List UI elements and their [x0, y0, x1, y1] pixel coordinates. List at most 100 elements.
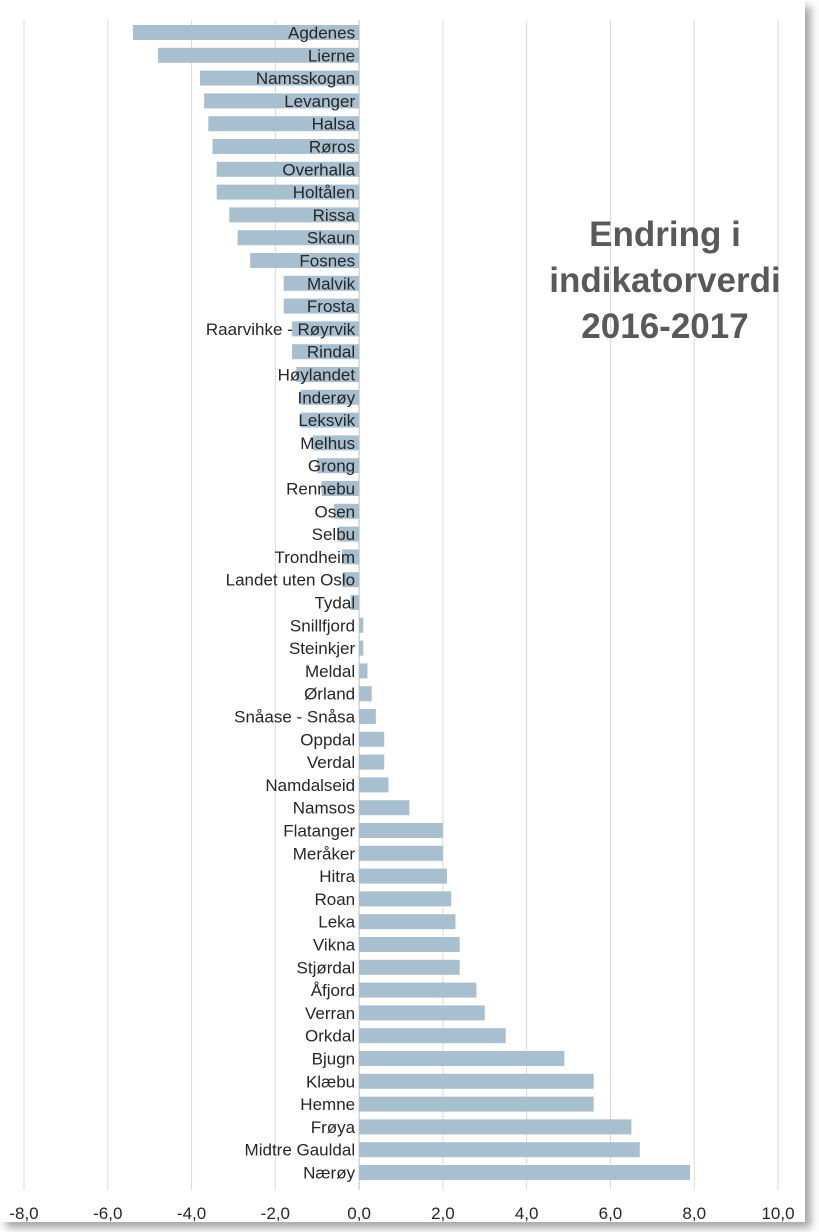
bar: [359, 823, 443, 838]
category-label: Lierne: [308, 46, 355, 65]
category-label: Verdal: [307, 753, 355, 772]
category-label: Hemne: [300, 1095, 355, 1114]
bar: [359, 1165, 691, 1180]
category-label: Rissa: [313, 206, 356, 225]
x-tick-label: 2,0: [431, 1204, 455, 1222]
category-label: Oppdal: [300, 730, 355, 749]
bar: [216, 161, 360, 177]
category-label: Midtre Gauldal: [245, 1141, 356, 1160]
category-label: Høylandet: [278, 366, 356, 385]
x-tick-labels: -8,0 -6,0 -4,0 -2,0 0,0 2,0 4,0 6,0 8,0 10,0: [9, 1204, 794, 1222]
bar: [216, 184, 360, 200]
bar: [359, 845, 443, 861]
bar: [158, 47, 360, 63]
category-label: Klæbu: [306, 1072, 355, 1091]
category-label: Melhus: [300, 434, 355, 453]
bar: [359, 777, 389, 793]
category-label: Røros: [309, 138, 355, 157]
bar: [229, 207, 360, 223]
bar: [359, 754, 385, 770]
x-tick-label: 8,0: [682, 1204, 706, 1222]
bar: [199, 70, 360, 86]
category-label: Verran: [305, 1004, 355, 1023]
category-label: Halsa: [312, 115, 356, 134]
bar: [359, 1005, 485, 1021]
category-label: Bjugn: [312, 1050, 355, 1069]
category-label: Frøya: [311, 1118, 356, 1137]
category-label: Fosnes: [299, 252, 355, 271]
bar: [359, 617, 364, 633]
bar: [292, 321, 360, 337]
category-label: Osen: [314, 502, 355, 521]
category-label: Orkdal: [305, 1027, 355, 1046]
bar: [359, 959, 460, 975]
bar: [359, 868, 448, 884]
bar: [317, 458, 360, 474]
bar: [359, 640, 364, 656]
bar: [333, 503, 360, 519]
bar: [359, 937, 460, 952]
bar: [342, 549, 360, 565]
category-label: Rennebu: [286, 480, 355, 499]
bar: [350, 595, 360, 610]
bar: [296, 367, 360, 382]
x-tick-label: 6,0: [599, 1204, 623, 1222]
bar: [292, 344, 360, 360]
x-tick-label: 4,0: [515, 1204, 539, 1222]
chart-title: Endring i indikatorverdi 2016-2017: [530, 212, 800, 350]
category-label: Malvik: [307, 274, 356, 293]
bars: [132, 25, 691, 1180]
bar: [359, 1119, 632, 1135]
category-label: Raarvihke - Røyrvik: [206, 320, 356, 339]
bar: [250, 253, 360, 268]
bar: [283, 275, 360, 291]
category-label: Skaun: [307, 229, 355, 248]
category-label: Frosta: [307, 297, 356, 316]
category-label: Agdenes: [288, 24, 355, 43]
bar: [359, 914, 456, 930]
category-label: Levanger: [284, 92, 355, 111]
category-label: Inderøy: [297, 388, 355, 407]
category-labels: Agdenes Lierne Namsskogan Levanger Halsa Røro…: [206, 24, 356, 1183]
bar: [313, 435, 360, 451]
x-tick-label: -2,0: [261, 1204, 290, 1222]
category-label: Meråker: [293, 844, 356, 863]
category-label: Selbu: [312, 525, 355, 544]
category-label: Roan: [314, 890, 355, 909]
bar: [342, 572, 360, 588]
category-label: Overhalla: [282, 160, 355, 179]
bar: [359, 1096, 594, 1112]
category-label: Meldal: [305, 662, 355, 681]
category-label: Steinkjer: [289, 639, 355, 658]
category-label: Landet uten Oslo: [226, 571, 355, 590]
category-label: Hitra: [319, 867, 355, 886]
chart-title-line-1: Endring i: [589, 215, 741, 254]
category-label: Tydal: [314, 594, 355, 613]
bar: [359, 1028, 506, 1044]
bar: [359, 1142, 640, 1158]
bar: [359, 663, 368, 679]
x-tick-label: 0,0: [347, 1204, 371, 1222]
category-label: Vikna: [313, 936, 356, 955]
bar: [359, 800, 410, 816]
bar: [208, 116, 360, 132]
bar: [300, 389, 360, 405]
bar: [321, 481, 360, 496]
chart-title-line-2: indikatorverdi: [549, 261, 781, 300]
bar: [359, 982, 477, 998]
category-label: Leka: [318, 913, 355, 932]
bar: [300, 412, 360, 428]
category-label: Snåase - Snåsa: [234, 708, 356, 727]
bar: [359, 709, 376, 724]
category-label: Rindal: [307, 343, 355, 362]
category-label: Leksvik: [298, 411, 355, 430]
chart-title-line-3: 2016-2017: [581, 307, 749, 346]
category-label: Nærøy: [303, 1164, 355, 1183]
x-tick-label: -8,0: [9, 1204, 38, 1222]
bar: [359, 891, 452, 907]
bar: [359, 1073, 594, 1089]
bar: [132, 25, 360, 40]
bar: [338, 526, 360, 542]
x-tick-label: -6,0: [93, 1204, 122, 1222]
category-label: Trondheim: [274, 548, 355, 567]
